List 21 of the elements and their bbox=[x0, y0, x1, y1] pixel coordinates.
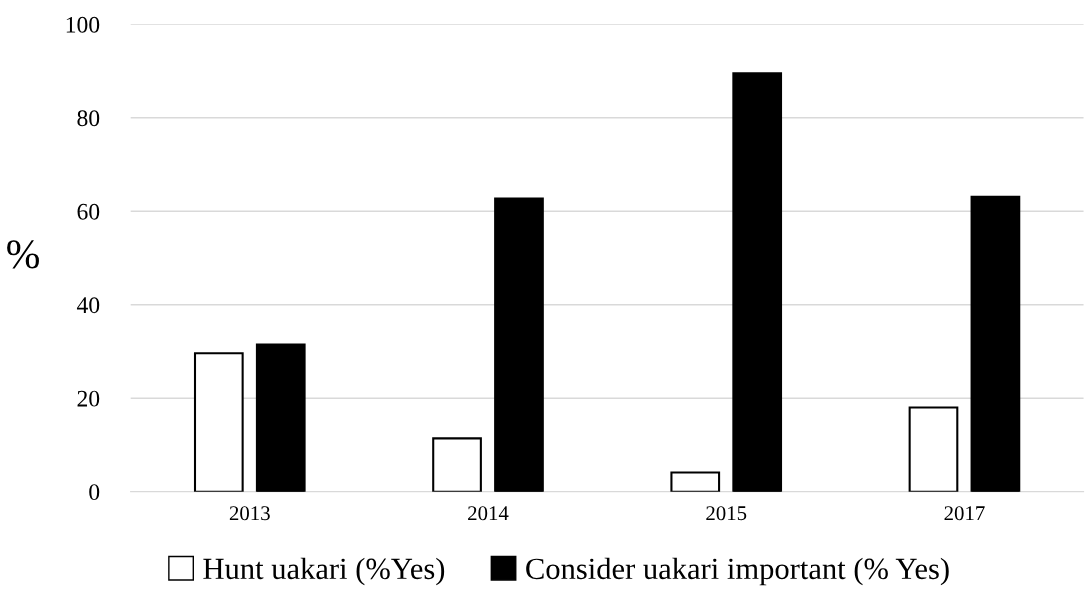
x-tick-label: 2013 bbox=[229, 506, 270, 521]
legend-label: Consider uakari important (% Yes) bbox=[526, 557, 949, 586]
x-tick-label: 2015 bbox=[706, 506, 747, 521]
y-tick-label: 40 bbox=[76, 297, 100, 314]
bar bbox=[255, 343, 306, 492]
bar bbox=[732, 72, 783, 492]
bar bbox=[432, 437, 482, 492]
y-tick-label: 100 bbox=[66, 16, 100, 33]
bar bbox=[970, 195, 1021, 492]
bar bbox=[193, 352, 244, 492]
bar bbox=[670, 471, 721, 492]
bar bbox=[494, 197, 544, 492]
y-tick-label: 0 bbox=[89, 484, 100, 501]
bar bbox=[908, 406, 959, 492]
y-tick-label: 80 bbox=[77, 110, 100, 127]
y-axis-title: % bbox=[7, 240, 39, 269]
x-tick-label: 2017 bbox=[944, 506, 985, 521]
legend-label: Hunt uakari (%Yes) bbox=[203, 557, 445, 586]
y-tick-label: 60 bbox=[77, 203, 100, 220]
x-tick-label: 2014 bbox=[468, 506, 509, 521]
y-tick-label: 20 bbox=[77, 390, 100, 407]
